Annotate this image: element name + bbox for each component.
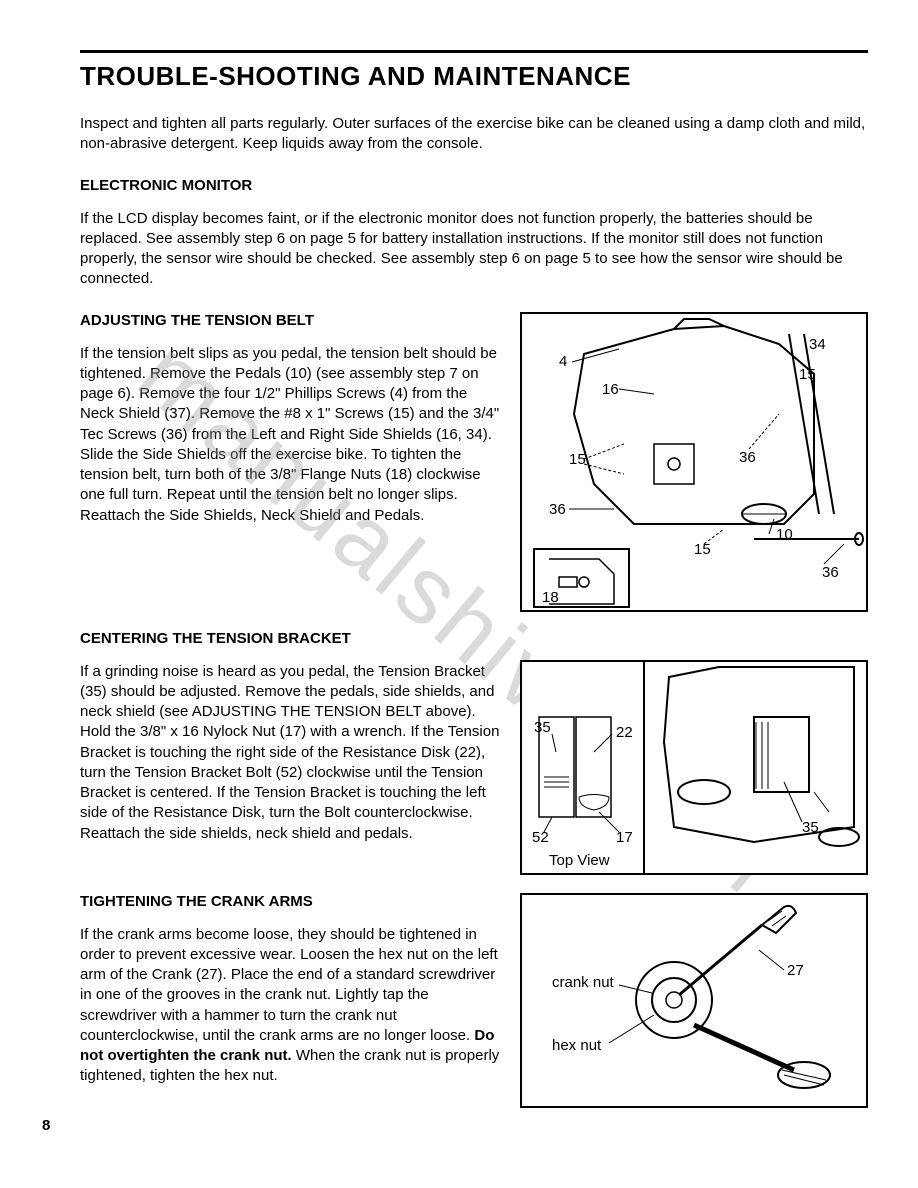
fig2-label-35a: 35 <box>534 719 551 736</box>
fig2-label-topview: Top View <box>549 852 610 869</box>
left-col-centering: CENTERING THE TENSION BRACKET If a grind… <box>80 630 500 866</box>
right-col-centering: 35 22 52 17 35 Top View <box>520 630 868 893</box>
figure-belt-svg: 4 16 15 36 34 15 36 10 15 36 18 <box>522 314 866 610</box>
intro-paragraph: Inspect and tighten all parts regularly.… <box>80 114 868 155</box>
figure-centering-svg: 35 22 52 17 35 Top View <box>522 662 866 873</box>
row-tension-belt: ADJUSTING THE TENSION BELT If the tensio… <box>80 312 868 630</box>
heading-monitor: ELECTRONIC MONITOR <box>80 177 868 194</box>
fig1-label-36c: 36 <box>822 564 839 581</box>
fig2-label-35b: 35 <box>802 819 819 836</box>
fig1-label-4: 4 <box>559 353 567 370</box>
right-col-belt: 4 16 15 36 34 15 36 10 15 36 18 <box>520 312 868 630</box>
fig1-label-34: 34 <box>809 336 826 353</box>
page-number: 8 <box>42 1117 50 1134</box>
body-centering: If a grinding noise is heard as you peda… <box>80 662 500 844</box>
fig3-label-hex: hex nut <box>552 1037 602 1054</box>
left-col-belt: ADJUSTING THE TENSION BELT If the tensio… <box>80 312 500 548</box>
fig3-label-crank: crank nut <box>552 974 615 991</box>
row-centering: CENTERING THE TENSION BRACKET If a grind… <box>80 630 868 893</box>
top-rule <box>80 50 868 53</box>
fig1-label-36b: 36 <box>739 449 756 466</box>
right-col-crank: crank nut hex nut 27 <box>520 893 868 1126</box>
fig2-label-22: 22 <box>616 724 633 741</box>
fig1-label-10: 10 <box>776 526 793 543</box>
heading-centering: CENTERING THE TENSION BRACKET <box>80 630 500 647</box>
body-monitor: If the LCD display becomes faint, or if … <box>80 209 868 290</box>
fig1-label-16: 16 <box>602 381 619 398</box>
fig1-label-36a: 36 <box>549 501 566 518</box>
heading-belt: ADJUSTING THE TENSION BELT <box>80 312 500 329</box>
figure-centering: 35 22 52 17 35 Top View <box>520 660 868 875</box>
body-belt: If the tension belt slips as you pedal, … <box>80 344 500 526</box>
left-col-crank: TIGHTENING THE CRANK ARMS If the crank a… <box>80 893 500 1109</box>
row-crank: TIGHTENING THE CRANK ARMS If the crank a… <box>80 893 868 1126</box>
fig3-label-27: 27 <box>787 962 804 979</box>
figure-belt: 4 16 15 36 34 15 36 10 15 36 18 <box>520 312 868 612</box>
fig1-label-15c: 15 <box>694 541 711 558</box>
fig1-label-15a: 15 <box>569 451 586 468</box>
heading-crank: TIGHTENING THE CRANK ARMS <box>80 893 500 910</box>
fig1-label-15b: 15 <box>799 366 816 383</box>
page-title: TROUBLE-SHOOTING AND MAINTENANCE <box>80 61 868 92</box>
figure-crank-svg: crank nut hex nut 27 <box>522 895 866 1106</box>
body-crank: If the crank arms become loose, they sho… <box>80 925 500 1087</box>
fig1-label-18: 18 <box>542 589 559 606</box>
figure-crank: crank nut hex nut 27 <box>520 893 868 1108</box>
page: manualshive.com TROUBLE-SHOOTING AND MAI… <box>0 0 918 1166</box>
fig2-label-52: 52 <box>532 829 549 846</box>
crank-body-pre: If the crank arms become loose, they sho… <box>80 926 498 1044</box>
